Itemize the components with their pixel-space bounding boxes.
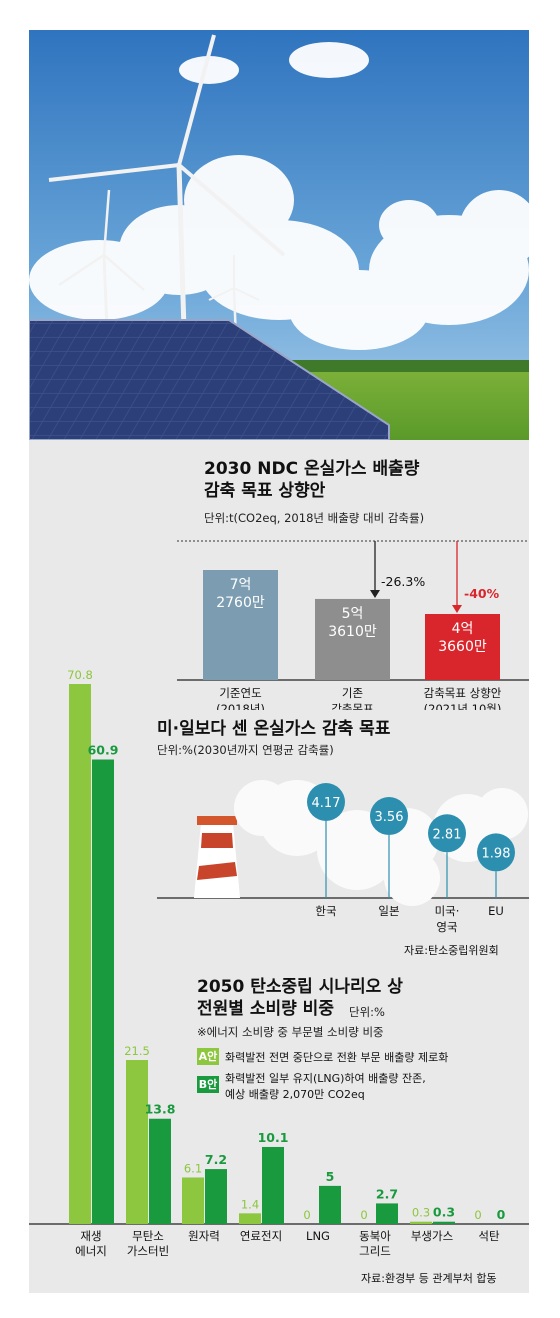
scenario-bar-b xyxy=(262,1146,284,1224)
legend-b-swatch: B안 xyxy=(197,1076,219,1093)
scenario-category-label: 연료전지 xyxy=(240,1229,282,1243)
ndc-bar-value-line1: 7억 xyxy=(230,577,252,593)
scenario-value-a: 0.3 xyxy=(412,1206,430,1220)
smoke-cloud xyxy=(384,850,440,906)
scenario-value-b: 60.9 xyxy=(88,743,119,758)
ndc-reduction-arrowhead-2 xyxy=(452,604,462,613)
scenario-bar-a xyxy=(239,1213,261,1224)
intl-source: 자료:탄소중립위원회 xyxy=(404,944,499,957)
ndc-category-label-line2: (2018년) xyxy=(216,702,265,710)
scenario-category-label: 석탄 xyxy=(478,1229,500,1243)
ndc-reduction-label-2: -40% xyxy=(464,586,500,601)
intl-bubble-chart: 4.17 한국 3.56 일본 2.81 미국· 영국 1.98 EU xyxy=(157,780,529,934)
ndc-category-label-line1: 기존 xyxy=(342,686,363,700)
scenario-unit: 단위:% xyxy=(349,1005,385,1019)
ndc-category-label-line1: 감축목표 상향안 xyxy=(424,686,502,700)
scenario-category-label-line2: 가스터빈 xyxy=(127,1244,169,1258)
ndc-bar-value-line1: 4억 xyxy=(452,621,474,637)
scenario-category-label: LNG xyxy=(306,1229,330,1243)
scenario-bar-a xyxy=(126,1060,148,1224)
ndc-category-label-line2: (2021년 10월) xyxy=(424,702,502,710)
ndc-title-line2: 감축 목표 상향안 xyxy=(204,481,326,501)
intl-unit-note: 단위:%(2030년까지 연평균 감축률) xyxy=(157,743,334,757)
scenario-category-label: 원자력 xyxy=(188,1229,220,1243)
intl-country-label: 한국 xyxy=(315,904,336,918)
scenario-bar-b xyxy=(433,1221,455,1224)
ndc-category-label-line1: 기준연도 xyxy=(219,686,261,700)
scenario-category-label: 재생 xyxy=(80,1229,101,1243)
scenario-bar-b xyxy=(149,1118,171,1224)
scenario-bar-a xyxy=(182,1177,204,1224)
scenario-category-label: 부생가스 xyxy=(411,1229,453,1243)
ndc-category-label-line2: 감축목표 xyxy=(331,702,373,710)
intl-bubble-value: 3.56 xyxy=(375,810,404,825)
scenario-category-label: 무탄소 xyxy=(132,1229,164,1243)
scenario-title-line2: 전원별 소비량 비중 xyxy=(197,999,334,1019)
ndc-unit-note: 단위:t(CO2eq, 2018년 배출량 대비 감축률) xyxy=(204,511,425,525)
scenario-value-b: 13.8 xyxy=(145,1102,176,1117)
scenario-category-label: 동북아 xyxy=(359,1229,391,1243)
smoke-cloud xyxy=(476,788,528,840)
intl-bubble xyxy=(307,783,345,821)
intl-bubble xyxy=(370,797,408,836)
intl-country-label: 일본 xyxy=(378,904,399,918)
intl-bubble xyxy=(428,814,466,853)
scenario-bar-b xyxy=(376,1203,398,1224)
scenario-bar-a xyxy=(69,684,91,1224)
scenario-value-b: 5 xyxy=(326,1169,335,1184)
scenario-value-a: 0 xyxy=(303,1208,310,1222)
legend-b-text-line2: 예상 배출량 2,070만 CO2eq xyxy=(225,1088,365,1101)
legend-b-text-line1: 화력발전 일부 유지(LNG)하여 배출량 잔존, xyxy=(225,1072,426,1085)
smokestack-stripe xyxy=(197,862,237,880)
ndc-bar xyxy=(425,613,500,680)
scenario-value-a: 70.8 xyxy=(67,668,93,682)
scenario-value-a: 0 xyxy=(360,1208,367,1222)
scenario-value-a: 1.4 xyxy=(241,1197,259,1211)
scenario-category-label-line2: 그리드 xyxy=(359,1244,391,1258)
scenario-value-a: 6.1 xyxy=(184,1161,202,1175)
intl-country-label: 미국· xyxy=(435,904,460,918)
intl-country-label-line2: 영국 xyxy=(436,920,457,934)
scenario-title-line1: 2050 탄소중립 시나리오 상 xyxy=(197,977,403,997)
intl-bubble xyxy=(477,833,515,872)
ndc-bar-value-line1: 5억 xyxy=(342,606,364,622)
ndc-reduction-label-1: -26.3% xyxy=(381,574,425,589)
intl-title: 미·일보다 센 온실가스 감축 목표 xyxy=(157,719,391,739)
wind-solar-photo xyxy=(29,30,529,440)
scenario-value-b: 0 xyxy=(497,1207,506,1222)
ndc-bar xyxy=(315,598,390,680)
scenario-value-a: 0 xyxy=(474,1208,481,1222)
smokestack-top xyxy=(197,816,237,825)
ndc-title-line1: 2030 NDC 온실가스 배출량 xyxy=(204,459,420,479)
scenario-bar-b xyxy=(205,1169,227,1224)
scenario-bar-b xyxy=(92,759,114,1224)
scenario-category-label-line2: 에너지 xyxy=(75,1244,107,1258)
ndc-reduction-arrowhead-1 xyxy=(370,589,380,598)
ndc-bar-value-line2: 2760만 xyxy=(216,595,265,611)
intl-bubble-value: 4.17 xyxy=(312,796,341,811)
scenario-value-b: 7.2 xyxy=(205,1152,227,1167)
intl-bubble-value: 1.98 xyxy=(482,846,511,861)
intl-bubble-value: 2.81 xyxy=(433,827,462,842)
scenario-value-b: 0.3 xyxy=(433,1205,455,1220)
smokestack-stripe xyxy=(201,833,233,848)
scenario-bar-a xyxy=(410,1221,432,1224)
ndc-bar-value-line2: 3610만 xyxy=(328,624,377,640)
ndc-bar-value-line2: 3660만 xyxy=(438,639,487,655)
scenario-value-b: 2.7 xyxy=(376,1186,398,1201)
scenario-source: 자료:환경부 등 관계부처 합동 xyxy=(361,1272,497,1285)
intl-country-label: EU xyxy=(488,904,504,918)
legend-a-text: 화력발전 전면 중단으로 전환 부문 배출량 제로화 xyxy=(225,1051,449,1064)
ndc-bar xyxy=(203,570,278,680)
scenario-bar-b xyxy=(319,1185,341,1224)
infographic-panel: 2030 NDC 온실가스 배출량 감축 목표 상향안 단위:t(CO2eq, … xyxy=(29,30,529,1293)
scenario-note: ※에너지 소비량 중 부문별 소비량 비중 xyxy=(197,1025,384,1039)
scenario-value-a: 21.5 xyxy=(124,1044,150,1058)
legend-a-swatch: A안 xyxy=(197,1048,219,1065)
scenario-value-b: 10.1 xyxy=(258,1130,289,1145)
